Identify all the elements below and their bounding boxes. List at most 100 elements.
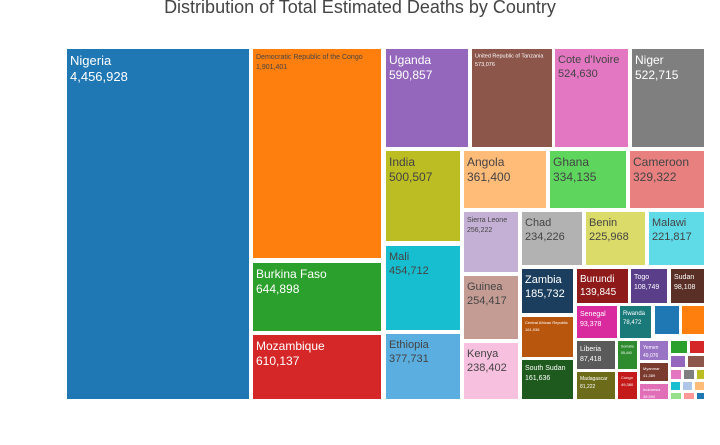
tile-rwanda[interactable]: Rwanda 78,472 <box>620 306 651 338</box>
tile-small[interactable] <box>684 393 694 399</box>
tile-small[interactable] <box>684 370 694 379</box>
tile-sudan[interactable]: Sudan 98,108 <box>671 269 704 303</box>
tile-label: Guinea <box>467 281 503 293</box>
tile-rect <box>550 151 626 208</box>
tile-small[interactable] <box>697 370 704 379</box>
tile-small[interactable] <box>688 356 704 367</box>
tile-small[interactable] <box>671 393 681 399</box>
tile-small[interactable] <box>671 370 681 379</box>
tile-rect <box>640 363 668 381</box>
tile-label: Ghana <box>553 155 589 169</box>
tile-chad[interactable]: Chad 234,226 <box>522 212 582 265</box>
tile-guinea[interactable]: Guinea 254,417 <box>464 276 518 339</box>
tile-yemen[interactable]: Yemen 49,076 <box>640 341 668 360</box>
tile-zambia[interactable]: Zambia 185,732 <box>522 269 573 313</box>
tile-rect <box>253 335 381 399</box>
tile-label: Sierra Leone <box>467 217 507 224</box>
tile-indonesia[interactable]: Indonesia 38,900 <box>640 384 668 399</box>
tile-united-republic-of-tanzania[interactable]: United Republic of Tanzania 573,076 <box>472 49 552 147</box>
tile-rect <box>630 151 704 208</box>
tile-rect <box>618 372 637 399</box>
tile-value: 238,402 <box>467 362 507 374</box>
tile-rect <box>555 49 628 147</box>
tile-small[interactable] <box>671 356 685 367</box>
tile-label: Central African Republic <box>525 320 568 325</box>
tile-rect <box>253 263 381 331</box>
tile-value: 38,900 <box>643 394 656 399</box>
tile-value: 55,440 <box>621 351 632 355</box>
tile-sierra-leone[interactable]: Sierra Leone 256,222 <box>464 212 518 272</box>
tile-rect <box>464 343 518 399</box>
tile-small[interactable] <box>655 306 679 334</box>
tile-small[interactable] <box>690 341 704 353</box>
tile-value: 161,636 <box>525 375 550 382</box>
tile-label: Somalia <box>621 345 634 349</box>
tile-madagascar[interactable]: Madagascar 81,222 <box>577 372 615 399</box>
tile-mali[interactable]: Mali 454,712 <box>386 246 460 330</box>
tile-rect <box>618 341 637 369</box>
tile-value: 454,712 <box>389 265 429 277</box>
tile-value: 41,389 <box>643 373 656 378</box>
tile-value: 49,076 <box>643 353 659 359</box>
tile-label: Rwanda <box>623 311 646 317</box>
tile-ethiopia[interactable]: Ethiopia 377,731 <box>386 334 460 399</box>
tile-label: Mozambique <box>256 339 325 353</box>
tile-congo[interactable]: Congo 49,380 <box>618 372 637 399</box>
tile-value: 524,630 <box>558 68 598 80</box>
tile-value: 161,936 <box>525 327 540 332</box>
tile-label: Angola <box>467 155 505 169</box>
tile-label: Zambia <box>525 274 563 286</box>
tile-malawi[interactable]: Malawi 221,817 <box>649 212 704 265</box>
tile-label: Sudan <box>674 274 694 281</box>
tile-rect <box>577 372 615 399</box>
tile-value: 1,901,401 <box>256 64 287 71</box>
tile-value: 329,322 <box>633 170 677 184</box>
tile-small[interactable] <box>682 306 704 334</box>
tile-democratic-republic-of-the-congo[interactable]: Democratic Republic of the Congo 1,901,40… <box>253 49 381 258</box>
tile-rect <box>631 269 667 303</box>
tile-south-sudan[interactable]: South Sudan 161,636 <box>522 360 573 399</box>
tile-benin[interactable]: Benin 225,968 <box>586 212 645 265</box>
tile-label: Kenya <box>467 348 499 360</box>
tile-small[interactable] <box>671 382 680 390</box>
tile-cote-d-ivoire[interactable]: Cote d'Ivoire 524,630 <box>555 49 628 147</box>
tile-rect <box>620 306 651 338</box>
tile-small[interactable] <box>695 382 704 390</box>
tile-small[interactable] <box>683 382 692 390</box>
tile-value: 361,400 <box>467 170 511 184</box>
tile-rect <box>386 151 460 241</box>
tile-value: 610,137 <box>256 354 300 368</box>
tile-somalia[interactable]: Somalia 55,440 <box>618 341 637 369</box>
tile-label: India <box>389 155 415 169</box>
tile-togo[interactable]: Togo 108,749 <box>631 269 667 303</box>
tile-small[interactable] <box>671 341 687 353</box>
tile-kenya[interactable]: Kenya 238,402 <box>464 343 518 399</box>
tile-label: Yemen <box>643 345 659 351</box>
tile-central-african-republic[interactable]: Central African Republic 161,936 <box>522 317 573 357</box>
tile-small[interactable] <box>697 393 704 399</box>
tile-label: Mali <box>389 251 409 263</box>
tile-rect <box>464 276 518 339</box>
tile-rect <box>253 49 381 258</box>
tile-value: 81,222 <box>580 384 596 390</box>
tile-rect <box>386 246 460 330</box>
tile-rect <box>464 212 518 272</box>
tile-value: 4,456,928 <box>70 69 128 84</box>
tile-myanmar[interactable]: Myanmar 41,389 <box>640 363 668 381</box>
tile-liberia[interactable]: Liberia 87,418 <box>577 341 615 369</box>
tile-senegal[interactable]: Senegal 93,378 <box>577 306 617 338</box>
tile-burundi[interactable]: Burundi 139,845 <box>577 269 628 303</box>
tile-label: Cameroon <box>633 155 689 169</box>
tile-label: Uganda <box>389 53 431 67</box>
tile-value: 590,857 <box>389 68 433 82</box>
